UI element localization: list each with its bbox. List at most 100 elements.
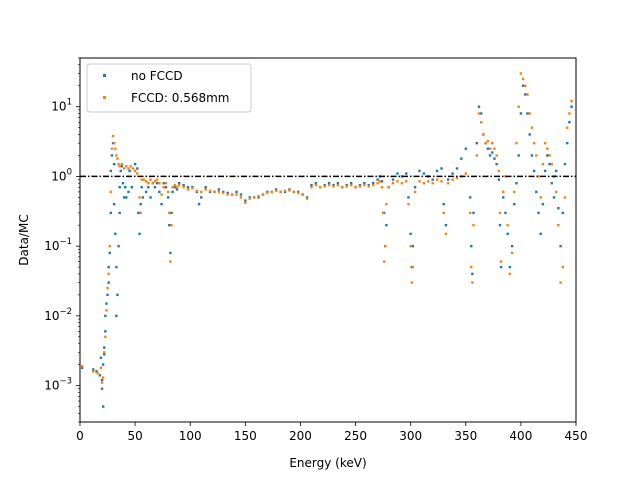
data-point [570,100,573,103]
data-point [493,147,496,150]
data-point [451,178,454,181]
data-point [195,189,199,193]
legend-marker-no-fccd [103,74,106,77]
data-point [400,175,404,178]
data-point [422,181,426,185]
data-point [519,72,523,75]
data-point [164,181,168,185]
data-point [197,202,201,206]
legend-frame [86,63,252,113]
data-point [133,169,137,173]
data-point [332,185,335,188]
data-point [116,157,119,160]
data-point [103,346,106,349]
x-tick-label: 200 [289,429,312,443]
data-point [431,178,434,181]
data-point [568,112,571,115]
data-point [252,196,256,199]
data-point [396,172,399,175]
data-point [155,181,159,185]
data-point [119,169,122,173]
legend-entry-fccd: FCCD: 0.568mm [131,91,230,105]
data-point [118,165,121,168]
data-point [120,165,124,168]
data-point [147,186,150,189]
data-point [301,193,304,196]
data-point [120,162,124,166]
data-point [171,186,174,189]
data-point [535,190,538,194]
data-point [435,169,439,173]
data-point [222,191,225,195]
data-point [367,183,370,187]
data-point [396,180,399,183]
data-point [323,183,326,187]
data-point [117,244,120,248]
data-point [498,223,502,227]
data-point [468,196,472,199]
data-point [292,190,296,194]
data-point [200,196,203,199]
data-point [358,183,362,187]
y-axis-ticks: 10−3 10−2 10−1 100 101 [44,57,80,423]
data-point [125,165,128,168]
data-point [279,190,282,194]
y-axis-label: Data/MC [17,214,31,265]
data-point [288,189,291,192]
data-point [173,186,176,189]
data-point [257,195,260,198]
data-point [248,196,251,199]
data-point [283,189,287,193]
data-point [164,186,168,189]
data-point [100,378,104,382]
data-point [385,223,388,227]
data-point [561,211,564,215]
data-point [405,180,408,183]
y-tick-label: 100 [51,167,72,183]
data-point [543,169,547,173]
x-tick-label: 50 [127,429,142,443]
data-point [354,186,357,189]
data-point [275,188,278,191]
data-point [563,162,567,166]
data-point [112,202,116,206]
data-point [173,183,176,187]
data-point [314,181,318,185]
x-tick-label: 0 [76,429,84,443]
data-point [158,181,161,185]
data-point [550,162,553,166]
data-point [470,265,473,269]
data-point [546,154,549,157]
data-point [548,162,551,166]
data-point [411,265,415,269]
series-1 [81,72,573,384]
data-point [537,211,540,215]
data-point [559,244,562,248]
data-point [446,181,450,185]
data-point [147,181,150,185]
data-point [491,151,494,154]
data-point [217,188,221,191]
data-point [116,293,119,297]
data-point [409,232,412,236]
data-point [570,105,573,108]
data-point [106,293,109,297]
data-point [327,181,331,185]
data-point [144,180,148,183]
data-point [554,169,558,173]
data-point [451,172,454,175]
data-point [81,364,84,368]
data-point [266,191,269,195]
data-point [261,193,265,196]
data-point [100,387,104,390]
data-point [477,105,481,108]
data-point [305,196,309,199]
data-point [541,202,545,206]
data-point [384,244,387,248]
data-point [345,185,348,188]
data-point [314,183,318,187]
data-point [475,154,478,157]
data-point [486,147,490,150]
data-point [131,167,135,170]
data-point [96,372,99,375]
